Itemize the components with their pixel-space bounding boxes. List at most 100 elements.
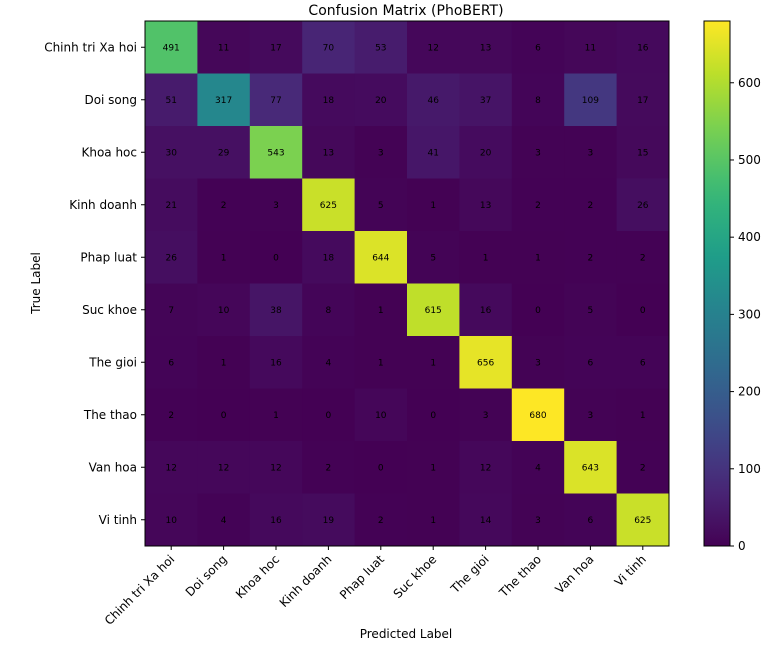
cell-value-label: 1 bbox=[535, 253, 541, 263]
chart-title: Confusion Matrix (PhoBERT) bbox=[308, 3, 503, 19]
x-axis-label: Predicted Label bbox=[360, 627, 453, 641]
colorbar-gradient bbox=[703, 20, 731, 547]
cell-value-label: 491 bbox=[163, 43, 180, 53]
heatmap-cell bbox=[145, 283, 198, 337]
cell-value-label: 2 bbox=[378, 516, 384, 526]
heatmap-cell bbox=[302, 126, 356, 179]
cell-value-label: 10 bbox=[375, 411, 387, 421]
heatmap-cell bbox=[511, 493, 565, 547]
cell-value-label: 6 bbox=[588, 358, 594, 368]
heatmap-cell bbox=[145, 231, 198, 284]
cell-value-label: 29 bbox=[218, 148, 230, 158]
x-tick-label: Kinh doanh bbox=[277, 552, 335, 610]
heatmap-cell bbox=[354, 388, 408, 442]
cell-value-label: 6 bbox=[640, 358, 646, 368]
cell-value-label: 656 bbox=[477, 358, 494, 368]
heatmap-cell bbox=[302, 283, 356, 337]
heatmap-cell bbox=[616, 493, 670, 547]
cell-value-label: 109 bbox=[582, 96, 599, 106]
heatmap-cell bbox=[616, 126, 670, 179]
cell-value-label: 0 bbox=[378, 463, 384, 473]
cell-value-label: 21 bbox=[165, 201, 176, 211]
cell-value-label: 4 bbox=[326, 358, 332, 368]
cell-value-label: 11 bbox=[585, 43, 596, 53]
heatmap-cell bbox=[354, 231, 408, 284]
cell-value-label: 15 bbox=[637, 148, 648, 158]
cell-value-label: 0 bbox=[273, 253, 279, 263]
cell-value-label: 14 bbox=[480, 516, 492, 526]
cell-value-label: 4 bbox=[535, 463, 541, 473]
x-tick-label: Khoa hoc bbox=[233, 552, 282, 601]
heatmap-cell bbox=[407, 73, 460, 127]
heatmap-cell bbox=[459, 73, 513, 127]
colorbar-tick-label: 200 bbox=[738, 385, 761, 399]
cell-value-label: 16 bbox=[270, 516, 282, 526]
cell-value-label: 20 bbox=[375, 96, 387, 106]
cell-value-label: 6 bbox=[168, 358, 174, 368]
cell-value-label: 30 bbox=[165, 148, 177, 158]
cell-value-label: 1 bbox=[640, 411, 646, 421]
cell-value-label: 3 bbox=[588, 411, 594, 421]
cell-value-label: 5 bbox=[378, 201, 384, 211]
heatmap-cell bbox=[616, 21, 670, 74]
heatmap-cell bbox=[407, 21, 460, 74]
cell-value-label: 4 bbox=[221, 516, 227, 526]
heatmap-cell bbox=[145, 21, 198, 74]
heatmap-cell bbox=[511, 21, 565, 74]
heatmap-cell bbox=[249, 178, 303, 232]
plot-frame bbox=[144, 20, 670, 547]
heatmap-cell bbox=[616, 283, 670, 337]
heatmap-cell bbox=[302, 388, 356, 442]
cell-value-label: 2 bbox=[326, 463, 332, 473]
cell-value-label: 1 bbox=[378, 306, 384, 316]
cell-value-label: 2 bbox=[168, 411, 174, 421]
cell-value-label: 5 bbox=[588, 306, 594, 316]
heatmap-cell bbox=[564, 21, 618, 74]
cell-value-label: 12 bbox=[427, 43, 438, 53]
heatmap-cell bbox=[249, 21, 303, 74]
heatmap-cell bbox=[354, 126, 408, 179]
y-tick-label: Van hoa bbox=[89, 460, 137, 474]
cell-value-label: 625 bbox=[320, 201, 337, 211]
cell-value-label: 19 bbox=[323, 516, 335, 526]
cell-value-label: 2 bbox=[535, 201, 541, 211]
heatmap-cell bbox=[197, 231, 251, 284]
cell-value-label: 41 bbox=[427, 148, 438, 158]
cell-value-label: 16 bbox=[480, 306, 492, 316]
cell-value-label: 317 bbox=[215, 96, 232, 106]
heatmap-cell bbox=[145, 441, 198, 494]
cell-value-label: 11 bbox=[218, 43, 229, 53]
heatmap-cell bbox=[354, 441, 408, 494]
cell-value-label: 3 bbox=[535, 148, 541, 158]
heatmap-cell bbox=[511, 388, 565, 442]
cell-value-label: 38 bbox=[270, 306, 282, 316]
cell-value-label: 0 bbox=[326, 411, 332, 421]
heatmap-cell bbox=[145, 73, 198, 127]
cell-value-label: 643 bbox=[582, 463, 599, 473]
colorbar-tick-label: 100 bbox=[738, 462, 761, 476]
cell-value-label: 2 bbox=[588, 253, 594, 263]
y-tick-label: Phap luat bbox=[80, 250, 137, 264]
heatmap-cell bbox=[564, 73, 618, 127]
cell-value-label: 2 bbox=[640, 463, 646, 473]
cell-value-label: 70 bbox=[323, 43, 335, 53]
cell-value-label: 1 bbox=[430, 358, 436, 368]
heatmap-cell bbox=[459, 441, 513, 494]
heatmap-cell bbox=[197, 126, 251, 179]
heatmap-cell bbox=[407, 231, 460, 284]
cell-value-label: 17 bbox=[637, 96, 648, 106]
heatmap-cell bbox=[459, 388, 513, 442]
heatmap-cell bbox=[354, 73, 408, 127]
heatmap-cell bbox=[145, 336, 198, 389]
cell-value-label: 13 bbox=[323, 148, 334, 158]
heatmap-cell bbox=[354, 21, 408, 74]
cell-value-label: 6 bbox=[535, 43, 541, 53]
heatmap-cell bbox=[459, 231, 513, 284]
heatmap-cell bbox=[564, 493, 618, 547]
cell-value-label: 26 bbox=[165, 253, 177, 263]
x-tick-label: Chinh tri Xa hoi bbox=[102, 552, 178, 628]
heatmap-cell bbox=[197, 283, 251, 337]
x-tick-label: The gioi bbox=[447, 552, 491, 596]
heatmap-cell bbox=[197, 441, 251, 494]
